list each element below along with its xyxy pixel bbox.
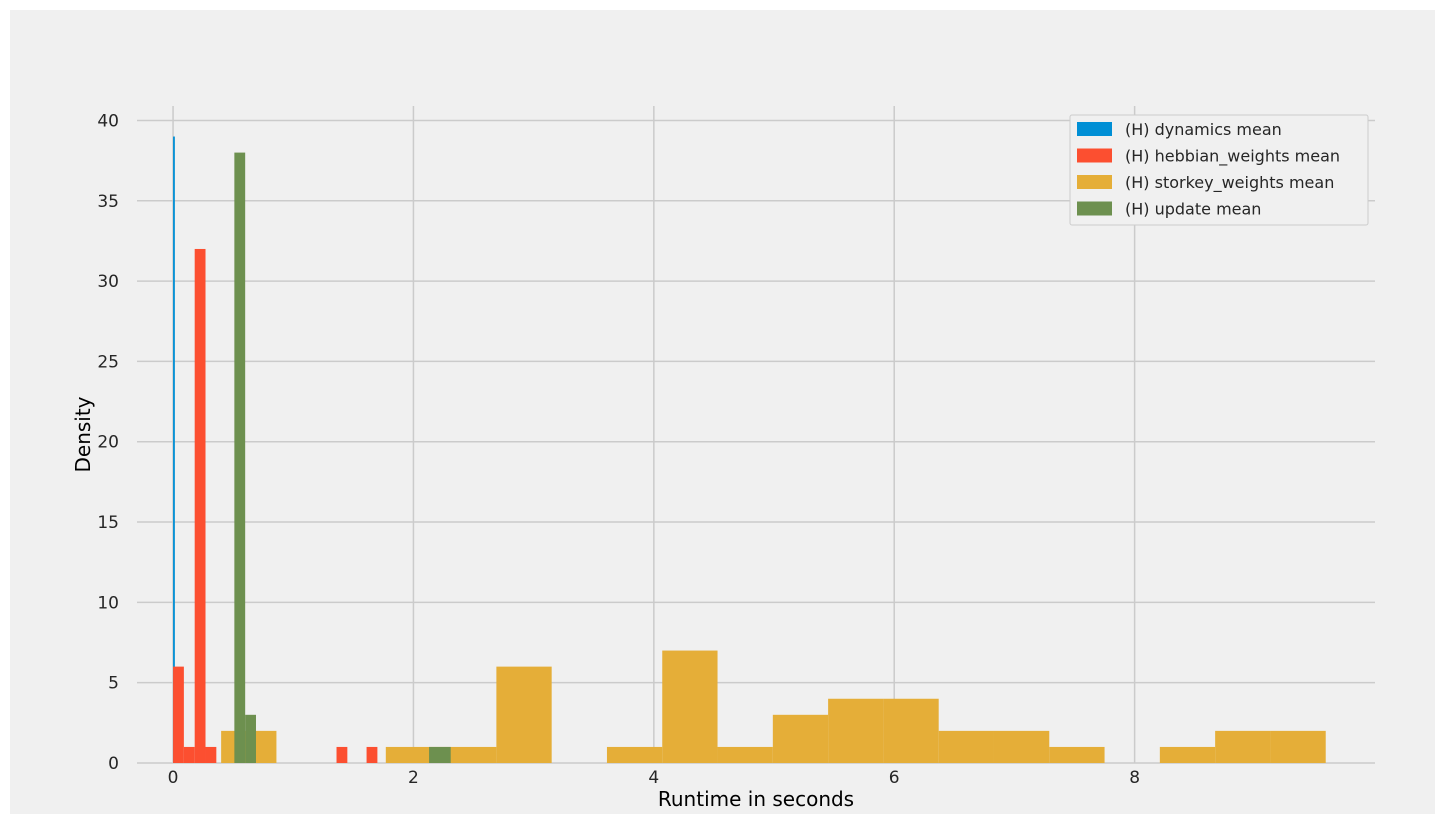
histogram-bar-series-2 (1159, 746, 1216, 763)
histogram-bar-series-2 (496, 666, 552, 763)
legend-label: (H) storkey_weights mean (1125, 173, 1334, 193)
legend-swatch (1077, 175, 1112, 189)
tick-labels: 0 5 10 15 20 25 30 35 40 0 2 4 6 8 (97, 111, 1140, 788)
histogram-bar-series-2 (717, 746, 773, 763)
histogram-bar-series-2 (385, 746, 442, 763)
y-tick-label: 20 (97, 433, 119, 453)
histogram-bar-series-0 (173, 136, 175, 764)
histogram-bar-series-2 (1049, 746, 1105, 763)
histogram-bar-series-2 (1270, 730, 1326, 763)
histogram-bar-series-2 (772, 714, 829, 763)
x-tick-label: 6 (889, 768, 900, 788)
histogram-bar-series-2 (441, 746, 497, 763)
legend-swatch (1077, 201, 1112, 216)
histogram-bar-series-2 (938, 730, 994, 763)
x-axis-label: Runtime in seconds (658, 787, 854, 811)
legend-box (1069, 114, 1369, 226)
legend-label: (H) hebbian_weights mean (1125, 147, 1340, 167)
chart-figure: 0 5 10 15 20 25 30 35 40 0 2 4 6 8 Runtime in seconds… (10, 10, 1435, 814)
y-tick-label: 35 (97, 192, 119, 212)
y-axis-label: Density (71, 396, 95, 472)
histogram-chart: 0 5 10 15 20 25 30 35 40 0 2 4 6 8 Runtime in seconds… (71, 106, 1375, 811)
histogram-bar-series-2 (993, 730, 1050, 763)
legend: (H) dynamics mean (H) hebbian_weights mea… (1069, 114, 1369, 226)
y-tick-label: 10 (97, 593, 119, 613)
x-tick-label: 8 (1129, 768, 1140, 788)
histogram-bar-series-1 (336, 746, 348, 763)
y-tick-label: 30 (97, 272, 119, 292)
legend-label: (H) update mean (1125, 200, 1261, 219)
legend-label: (H) dynamics mean (1125, 120, 1282, 139)
histogram-bar-series-1 (205, 746, 217, 763)
histogram-bar-series-3 (234, 152, 246, 763)
x-tick-label: 0 (168, 768, 179, 788)
histogram-bar-series-1 (366, 746, 378, 763)
histogram-bar-series-2 (662, 650, 718, 763)
histogram-bar-series-1 (194, 248, 206, 764)
x-tick-label: 4 (648, 768, 659, 788)
y-tick-label: 40 (97, 111, 119, 131)
y-tick-label: 15 (97, 513, 119, 533)
histogram-bar-series-1 (183, 746, 195, 763)
grid-lines (137, 106, 1375, 764)
y-tick-label: 0 (108, 754, 119, 774)
histogram-bar-series-2 (606, 746, 663, 763)
histogram-bar-series-2 (883, 698, 939, 763)
legend-swatch (1077, 148, 1112, 163)
y-tick-label: 5 (108, 674, 119, 694)
histogram-bar-series-1 (173, 666, 184, 763)
histogram-bar-series-3 (429, 746, 451, 763)
histogram-bar-series-2 (828, 698, 884, 763)
y-tick-label: 25 (97, 352, 119, 372)
histogram-bar-series-2 (1215, 730, 1271, 763)
legend-swatch (1077, 122, 1112, 136)
x-tick-label: 2 (408, 768, 419, 788)
histogram-bars (173, 136, 1326, 764)
histogram-bar-series-3 (245, 714, 256, 763)
